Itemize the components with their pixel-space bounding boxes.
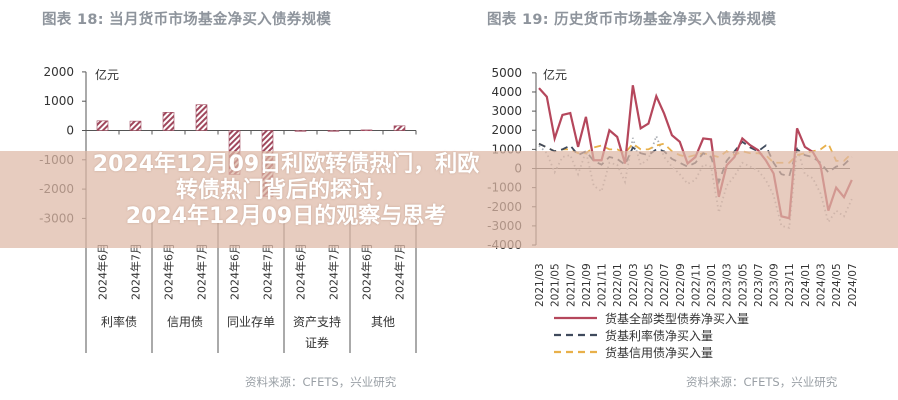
x-tick-label: 2021/05 — [550, 263, 562, 307]
bar — [129, 120, 142, 131]
chart18-title: 图表 18: 当月货币市场基金净买入债券规模 — [42, 12, 332, 28]
x-tick-label: 2024年6月 — [228, 243, 242, 300]
headline-line1: 2024年12月09日利欧转债热门，利欧转债热门背后的探讨， — [92, 152, 480, 203]
x-tick-label: 2024/07 — [847, 263, 859, 307]
group-label: 同业存单 — [227, 315, 275, 329]
headline-banner — [0, 151, 898, 248]
x-tick-label: 2024年6月 — [96, 243, 110, 300]
headline-line2: 2024年12月09日的观察与思考 — [125, 204, 447, 229]
x-tick-label: 2024年7月 — [393, 243, 407, 300]
y-tick-label: 2000 — [43, 65, 74, 79]
y-tick-label: 2000 — [491, 123, 522, 137]
bar — [195, 104, 208, 131]
group-label: 其他 — [371, 315, 395, 329]
group-label: 资产支持 — [293, 314, 341, 329]
x-tick-label: 2021/07 — [565, 263, 577, 307]
x-tick-label: 2022/11 — [690, 263, 702, 307]
x-tick-label: 2023/07 — [753, 263, 765, 307]
y-tick-label: 0 — [66, 124, 74, 138]
x-tick-label: 2023/11 — [784, 263, 796, 307]
chart18-source: 资料来源：CFETS，兴业研究 — [245, 375, 397, 389]
y-tick-label: 5000 — [491, 66, 522, 80]
x-tick-label: 2024年6月 — [162, 243, 176, 300]
bar — [393, 125, 406, 131]
group-label: 利率债 — [101, 314, 137, 329]
group-label: 信用债 — [167, 315, 203, 329]
x-tick-label: 2024/01 — [800, 263, 812, 307]
x-tick-label: 2023/09 — [769, 263, 781, 307]
x-tick-label: 2023/05 — [737, 263, 749, 307]
x-tick-label: 2022/09 — [675, 263, 687, 307]
x-tick-label: 2021/09 — [581, 263, 593, 307]
x-tick-label: 2024年6月 — [360, 243, 374, 300]
x-tick-label: 2024年6月 — [294, 243, 308, 300]
x-tick-label: 2021/11 — [597, 263, 609, 307]
x-tick-label: 2023/01 — [706, 263, 718, 307]
group-label: 证券 — [305, 335, 329, 350]
y-unit-label: 亿元 — [543, 67, 567, 82]
x-tick-label: 2021/03 — [534, 263, 546, 307]
x-tick-label: 2024年7月 — [327, 243, 341, 300]
y-tick-label: 3000 — [491, 104, 522, 118]
bar — [162, 112, 175, 131]
legend-label: 货基信用债净买入量 — [605, 345, 713, 360]
x-tick-label: 2023/03 — [722, 263, 734, 307]
x-tick-label: 2024年7月 — [129, 243, 143, 300]
x-tick-label: 2024年7月 — [261, 243, 275, 300]
bar — [294, 130, 307, 132]
x-tick-label: 2024年7月 — [195, 243, 209, 300]
x-tick-label: 2022/01 — [612, 263, 624, 307]
bar — [360, 129, 373, 132]
x-tick-label: 2022/03 — [628, 263, 640, 307]
x-tick-label: 2022/07 — [659, 263, 671, 307]
legend-label: 货基全部类型债券净买入量 — [605, 311, 749, 326]
x-tick-label: 2022/05 — [643, 263, 655, 307]
headline-text: 2024年12月09日利欧转债热门，利欧转债热门背后的探讨， 2024年12月0… — [90, 152, 482, 230]
bar — [96, 120, 109, 131]
x-tick-label: 2024/05 — [831, 263, 843, 307]
y-tick-label: 1000 — [43, 94, 74, 108]
y-unit-label: 亿元 — [95, 67, 119, 82]
bar — [327, 130, 340, 132]
x-tick-label: 2024/03 — [816, 263, 828, 307]
chart19-title: 图表 19: 历史货币市场基金净买入债券规模 — [487, 12, 777, 28]
y-tick-label: 4000 — [491, 85, 522, 99]
legend-label: 货基利率债净买入量 — [605, 328, 713, 343]
chart19-source: 资料来源：CFETS，兴业研究 — [686, 375, 838, 389]
